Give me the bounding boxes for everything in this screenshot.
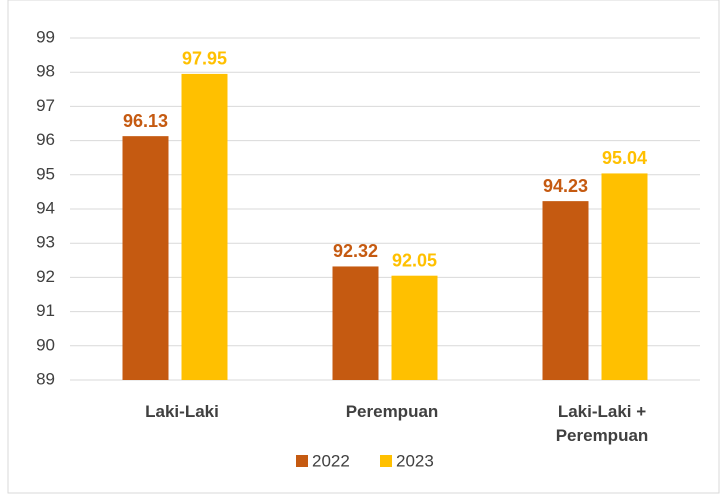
data-label: 92.32 <box>333 241 378 261</box>
y-tick-label: 91 <box>36 301 55 320</box>
y-tick-label: 93 <box>36 233 55 252</box>
bar <box>542 201 589 380</box>
bar <box>181 73 228 380</box>
y-tick-label: 92 <box>36 267 55 286</box>
legend-label: 2023 <box>396 451 434 470</box>
x-tick-label: Laki-Laki + Perempuan <box>555 402 649 445</box>
bar <box>332 266 379 380</box>
y-tick-label: 97 <box>36 96 55 115</box>
data-label: 96.13 <box>123 111 168 131</box>
legend-swatch <box>296 455 308 467</box>
bar <box>601 173 648 380</box>
bar <box>391 275 438 380</box>
y-tick-label: 99 <box>36 27 55 46</box>
x-tick-label: Laki-Laki <box>145 402 219 421</box>
bar <box>122 136 169 380</box>
data-label: 94.23 <box>543 176 588 196</box>
data-label: 92.05 <box>392 250 437 270</box>
y-tick-label: 94 <box>36 198 55 217</box>
data-label: 97.95 <box>182 49 227 69</box>
y-tick-label: 96 <box>36 130 55 149</box>
legend-label: 2022 <box>312 451 350 470</box>
y-tick-label: 98 <box>36 62 55 81</box>
chart-border <box>7 0 720 494</box>
y-tick-label: 89 <box>36 369 55 388</box>
x-tick-label: Perempuan <box>345 402 439 421</box>
y-tick-label: 95 <box>36 164 55 183</box>
data-label: 95.04 <box>602 148 647 168</box>
y-tick-label: 90 <box>36 335 55 354</box>
legend-swatch <box>380 455 392 467</box>
